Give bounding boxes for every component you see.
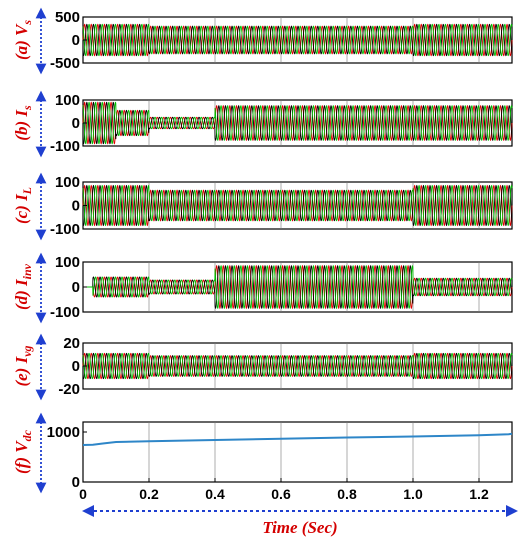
panel-symbol: (c) I (12, 193, 31, 224)
y-tick-label: 0 (72, 198, 80, 215)
phase-c-line (82, 184, 513, 227)
panel-symbol: (a) V (12, 23, 31, 60)
panel-subscript: inv (20, 263, 34, 279)
y-tick-label: 0 (72, 115, 80, 132)
panel-label: (b) Is (12, 105, 34, 141)
x-tick-label: 1.2 (469, 486, 489, 502)
y-tick-label: 0 (72, 474, 80, 491)
y-tick-label: -100 (50, 138, 80, 155)
y-tick-label: -20 (58, 381, 80, 398)
panel-f: 1000 00 0.2 0.4 0.6 0.8 1.0 1.2 (f) Vdc (12, 412, 513, 502)
phase-b-line (82, 101, 513, 145)
vdc-line (82, 432, 513, 446)
x-tick-label: 0.2 (139, 486, 159, 502)
phase-a-line (82, 352, 513, 380)
y-tick-label: -100 (50, 304, 80, 321)
phase-a-line (82, 184, 513, 227)
panel-label: (c) IL (12, 187, 34, 224)
phase-a-line (82, 23, 513, 57)
phase-b-line (82, 23, 513, 57)
panel-symbol: (d) I (12, 278, 31, 310)
phase-b-line (82, 352, 513, 380)
phase-a-line (82, 101, 513, 145)
phase-c-line (82, 352, 513, 380)
y-tick-label: 100 (55, 92, 80, 109)
phase-b-line (82, 184, 513, 227)
panel-subscript: s (20, 20, 34, 26)
panel-label: (e) Ivg (12, 345, 34, 386)
x-tick-label: 0 (79, 486, 87, 502)
phase-c-line (82, 23, 513, 57)
y-tick-label: 1000 (47, 424, 80, 441)
panel-b: 100 0 -100 (b) Is (12, 90, 513, 158)
x-tick-label: 0.8 (337, 486, 357, 502)
y-tick-label: 20 (63, 335, 80, 352)
panel-subscript: s (20, 105, 34, 111)
x-axis-label: Time (Sec) (262, 518, 337, 537)
phase-b-line (83, 265, 513, 309)
y-tick-label: 0 (72, 32, 80, 49)
panel-symbol: (f) V (12, 440, 31, 474)
panel-subscript: vg (20, 345, 34, 356)
y-tick-label: -100 (50, 221, 80, 238)
y-tick-label: -500 (50, 55, 80, 72)
phase-c-line (82, 101, 513, 145)
y-tick-label: 100 (55, 254, 80, 271)
panel-e: 20 0 -20 (e) Ivg (12, 333, 513, 401)
phase-a-line (83, 264, 513, 310)
plot-area (82, 421, 513, 483)
phase-c-line (83, 265, 513, 309)
x-tick-label: 1.0 (403, 486, 423, 502)
y-tick-label: 0 (72, 279, 80, 296)
panel-d: 100 0 -100 (d) Iinv (12, 252, 513, 324)
panel-label: (d) Iinv (12, 263, 34, 310)
panel-symbol: (b) I (12, 109, 31, 141)
y-tick-label: 100 (55, 174, 80, 191)
y-tick-label: 0 (72, 358, 80, 375)
panel-a: 500 0 -500 (a) Vs (12, 7, 513, 75)
panel-symbol: (e) I (12, 355, 31, 386)
y-tick-label: 500 (55, 9, 80, 26)
x-tick-label: 0.4 (205, 486, 225, 502)
panel-c: 100 0 -100 (c) IL (12, 172, 513, 241)
panel-subscript: dc (20, 429, 34, 441)
panel-subscript: L (20, 187, 34, 195)
x-tick-label: 0.6 (271, 486, 291, 502)
panel-label: (f) Vdc (12, 429, 34, 474)
panel-label: (a) Vs (12, 20, 34, 60)
